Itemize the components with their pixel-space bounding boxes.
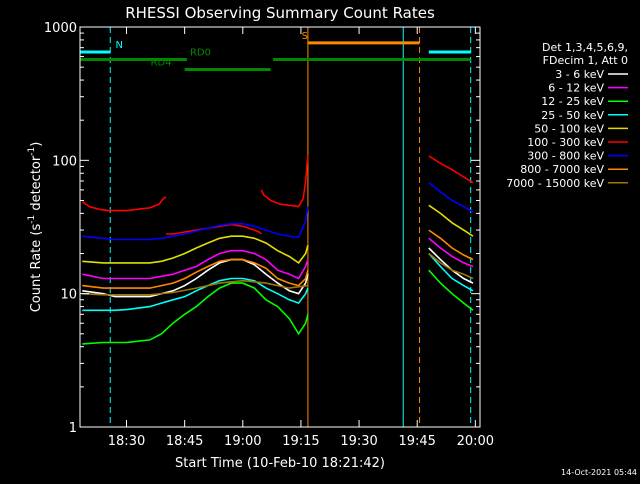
series-100-300-kev-segment-0 bbox=[81, 196, 167, 212]
legend-label-6-12-kev: 6 - 12 keV bbox=[548, 82, 604, 95]
chart-title: RHESSI Observing Summary Count Rates bbox=[125, 4, 435, 22]
series-6-12-kev-segment-1 bbox=[428, 237, 474, 268]
series-100-300-kev-segment-3 bbox=[428, 155, 474, 184]
series-300-800-kev-segment-1 bbox=[428, 182, 474, 213]
series-50-100-kev-segment-1 bbox=[428, 204, 474, 237]
x-axis-label: Start Time (10-Feb-10 18:21:42) bbox=[175, 456, 385, 471]
series-3-6-kev-segment-0 bbox=[82, 258, 309, 298]
y-tick-label: 1000 bbox=[44, 21, 77, 36]
y-axis-label-exp1: -1 bbox=[27, 215, 37, 224]
series-50-100-kev-segment-0 bbox=[82, 235, 309, 264]
x-tick-label: 19:00 bbox=[224, 434, 261, 449]
series-12-25-kev-segment-0 bbox=[82, 282, 309, 345]
y-axis-ticks: 1 10 100 1000 bbox=[44, 21, 480, 436]
legend-header-line-1: Det 1,3,4,5,6,9, bbox=[542, 41, 628, 54]
y-tick-label: 100 bbox=[52, 154, 77, 169]
series-6-12-kev-segment-0 bbox=[82, 249, 309, 280]
series-800-7000-kev-segment-1 bbox=[428, 229, 474, 261]
legend-label-3-6-kev: 3 - 6 keV bbox=[555, 68, 604, 81]
legend-label-800-7000-kev: 800 - 7000 keV bbox=[520, 163, 604, 176]
legend-label-25-50-kev: 25 - 50 keV bbox=[541, 109, 604, 122]
y-axis-label-mid: detector bbox=[29, 155, 44, 215]
x-tick-label: 19:45 bbox=[398, 434, 435, 449]
legend-header-line-2: FDecim 1, Att 0 bbox=[543, 54, 628, 67]
y-axis-label-suffix: ) bbox=[29, 142, 44, 147]
series-25-50-kev-segment-1 bbox=[428, 252, 474, 292]
x-tick-label: 18:30 bbox=[108, 434, 145, 449]
state-label-rd0: RD0 bbox=[190, 48, 211, 59]
y-axis-label-prefix: Count Rate (s bbox=[29, 224, 44, 313]
x-tick-label: 19:15 bbox=[282, 434, 319, 449]
x-tick-label: 18:45 bbox=[166, 434, 203, 449]
x-axis-ticks: 18:30 18:45 19:00 19:15 19:30 19:45 20:00 bbox=[108, 27, 494, 449]
legend: Det 1,3,4,5,6,9, FDecim 1, Att 0 3 - 6 k… bbox=[506, 41, 628, 190]
legend-label-7000-15000-kev: 7000 - 15000 keV bbox=[506, 177, 604, 190]
series-7000-15000-kev-segment-1 bbox=[428, 252, 474, 280]
state-bars: N RD0 RD4 S bbox=[80, 31, 471, 72]
series-7000-15000-kev-segment-0 bbox=[82, 279, 309, 296]
series-lines bbox=[81, 154, 474, 345]
state-label-n: N bbox=[116, 40, 123, 51]
footer-timestamp: 14-Oct-2021 05:44 bbox=[561, 468, 637, 477]
y-axis-label-exp2: -1 bbox=[27, 147, 37, 156]
x-tick-label: 19:30 bbox=[340, 434, 377, 449]
state-label-rd4: RD4 bbox=[150, 58, 171, 69]
legend-label-300-800-kev: 300 - 800 keV bbox=[527, 150, 604, 163]
series-12-25-kev-segment-1 bbox=[428, 269, 474, 311]
y-tick-label: 10 bbox=[60, 288, 77, 303]
y-tick-label: 1 bbox=[69, 421, 77, 436]
series-100-300-kev-segment-2 bbox=[260, 154, 309, 208]
series-300-800-kev-segment-0 bbox=[82, 206, 309, 241]
plot-frame bbox=[79, 26, 481, 428]
x-tick-label: 20:00 bbox=[457, 434, 494, 449]
legend-label-12-25-kev: 12 - 25 keV bbox=[541, 95, 604, 108]
legend-label-50-100-kev: 50 - 100 keV bbox=[534, 122, 604, 135]
legend-label-100-300-kev: 100 - 300 keV bbox=[527, 136, 604, 149]
y-axis-label: Count Rate (s-1 detector-1) bbox=[27, 142, 44, 313]
series-800-7000-kev-segment-0 bbox=[82, 258, 309, 289]
series-100-300-kev-segment-1 bbox=[166, 223, 262, 235]
state-label-s: S bbox=[302, 31, 308, 42]
